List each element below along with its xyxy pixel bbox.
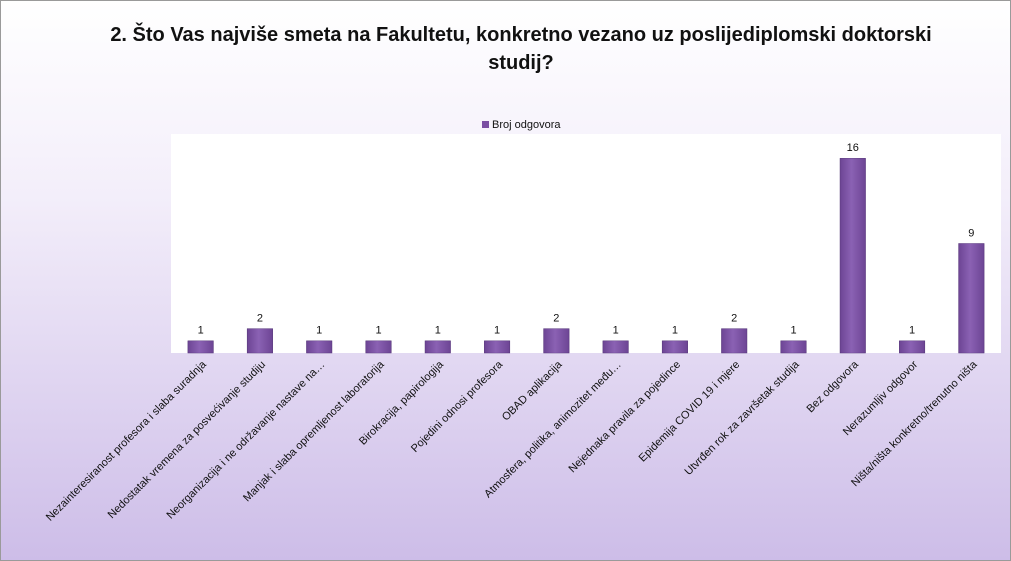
data-label: 9 bbox=[968, 227, 974, 239]
x-tick-label: OBAD aplikacija bbox=[500, 358, 565, 423]
bar-shine bbox=[543, 328, 570, 353]
data-label: 2 bbox=[731, 313, 737, 325]
x-tick-label: Bez odgovora bbox=[804, 358, 861, 415]
data-label: 1 bbox=[790, 325, 796, 337]
bar-shine bbox=[899, 340, 925, 353]
bar-shine bbox=[662, 340, 688, 353]
x-tick-label: Ništa/ništa konkretno/trenutno ništa bbox=[849, 358, 980, 489]
data-label: 1 bbox=[198, 325, 204, 337]
bar-shine bbox=[484, 340, 510, 353]
chart-title: 2. Što Vas najviše smeta na Fakultetu, k… bbox=[110, 24, 932, 74]
legend-swatch bbox=[482, 121, 489, 128]
bar-shine bbox=[602, 340, 629, 353]
data-label: 2 bbox=[553, 313, 559, 325]
bar-shine bbox=[721, 328, 747, 353]
data-label: 1 bbox=[316, 325, 322, 337]
plot-area bbox=[171, 134, 1001, 353]
data-label: 16 bbox=[847, 142, 859, 154]
bar-shine bbox=[247, 328, 273, 353]
data-label: 2 bbox=[257, 313, 263, 325]
data-label: 1 bbox=[909, 325, 915, 337]
bar-shine bbox=[187, 340, 214, 353]
x-tick-label: Utvrđen rok za završetak studija bbox=[683, 358, 803, 478]
data-label: 1 bbox=[435, 325, 441, 337]
data-label: 1 bbox=[613, 325, 619, 337]
bar-shine bbox=[306, 340, 332, 353]
x-tick-label: Epidemija COVID 19 i mjere bbox=[637, 359, 743, 465]
bar-shine bbox=[425, 340, 451, 353]
data-label: 1 bbox=[375, 325, 381, 337]
bar-shine bbox=[365, 340, 392, 353]
data-label: 1 bbox=[672, 325, 678, 337]
x-tick-label: Nejednaka pravila za pojedince bbox=[567, 359, 684, 476]
bar-shine bbox=[780, 340, 807, 353]
bar-shine bbox=[840, 158, 866, 353]
legend-label: Broj odgovora bbox=[492, 119, 561, 131]
bar-shine bbox=[958, 243, 985, 353]
data-label: 1 bbox=[494, 325, 500, 337]
